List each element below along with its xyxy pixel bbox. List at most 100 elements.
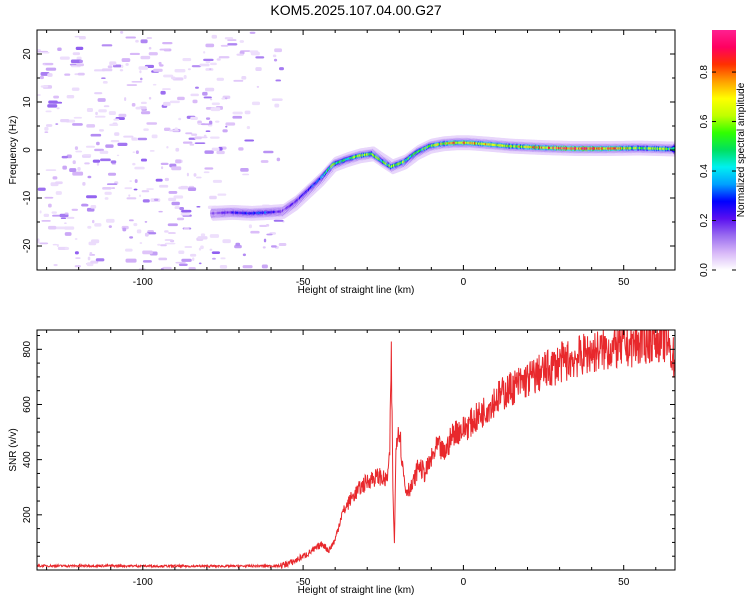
heatmap-cell — [259, 224, 268, 228]
x-tick-label: -100 — [133, 577, 153, 588]
heatmap-cell — [75, 46, 84, 51]
heatmap-cell — [77, 72, 85, 76]
heatmap-cell — [179, 207, 185, 211]
heatmap-cell — [87, 225, 92, 229]
heatmap-cell — [37, 187, 46, 191]
heatmap-cell — [158, 210, 163, 213]
heatmap-cell — [75, 150, 83, 153]
heatmap-cell — [113, 118, 120, 121]
heatmap-cell — [203, 58, 214, 62]
colorbar-tick-label: 0.2 — [699, 213, 710, 227]
heatmap-cell — [87, 256, 91, 261]
heatmap-cell — [144, 232, 149, 237]
heatmap-cell — [232, 111, 243, 115]
heatmap-cell — [178, 117, 182, 121]
heatmap-cell — [274, 48, 282, 53]
heatmap-cell — [140, 101, 147, 105]
heatmap-cell — [224, 97, 228, 100]
x-tick-label: -50 — [296, 277, 311, 288]
heatmap-cell — [191, 133, 198, 136]
heatmap-cell — [47, 73, 53, 77]
heatmap-cell — [41, 219, 51, 222]
heatmap-cell — [109, 61, 117, 66]
heatmap-cell — [220, 257, 226, 260]
heatmap-cell — [125, 36, 136, 39]
heatmap-cell — [110, 160, 117, 164]
heatmap-cell — [55, 181, 63, 185]
heatmap-cell — [171, 76, 176, 80]
heatmap-cell — [212, 257, 216, 260]
heatmap-cell — [86, 124, 96, 128]
heatmap-cell — [164, 230, 169, 233]
heatmap-cell — [205, 43, 215, 48]
heatmap-cell — [126, 197, 137, 200]
heatmap-cell — [142, 250, 153, 255]
x-tick-label: -50 — [296, 577, 311, 588]
heatmap-cell — [92, 159, 101, 163]
heatmap-cell — [180, 185, 189, 190]
heatmap-cell — [129, 236, 134, 239]
colorbar-tick-label: 0.4 — [699, 164, 710, 178]
heatmap-cell — [77, 167, 81, 171]
heatmap-cell — [211, 34, 217, 39]
heatmap-cell — [102, 81, 108, 84]
heatmap-cell — [155, 178, 163, 182]
heatmap-cell — [90, 260, 99, 264]
heatmap-cell — [104, 197, 109, 200]
heatmap-cell — [181, 258, 192, 262]
snr-panel: -100 -50 0 50 200 400 600 800 Height of straig… — [8, 329, 676, 596]
spectrogram-y-ticks: -20 -10 0 10 20 — [22, 29, 675, 271]
heatmap-cell — [72, 123, 83, 126]
heatmap-cell — [216, 150, 225, 155]
heatmap-cell — [107, 65, 113, 69]
heatmap-cell — [133, 223, 138, 227]
heatmap-cell — [94, 148, 104, 152]
heatmap-cell — [183, 75, 187, 79]
heatmap-cell — [105, 144, 114, 148]
heatmap-cell — [117, 142, 128, 147]
heatmap-cell — [209, 195, 217, 200]
heatmap-cell — [256, 85, 260, 88]
heatmap-cell — [90, 205, 97, 209]
heatmap-cell — [175, 159, 182, 164]
heatmap-cell — [72, 52, 81, 56]
heatmap-cell — [159, 48, 170, 51]
heatmap-cell — [193, 173, 197, 177]
heatmap-cell — [95, 258, 105, 262]
heatmap-cell — [178, 263, 188, 266]
heatmap-cell — [139, 242, 143, 244]
heatmap-cell — [274, 103, 280, 108]
heatmap-cell — [124, 187, 133, 190]
heatmap-cell — [96, 162, 100, 166]
x-tick-label: 50 — [618, 277, 630, 288]
heatmap-cell — [209, 68, 212, 71]
heatmap-cell — [64, 222, 67, 224]
heatmap-cell — [194, 136, 202, 140]
heatmap-cell — [132, 151, 136, 154]
heatmap-cell — [89, 252, 93, 255]
heatmap-cell — [39, 210, 42, 214]
heatmap-cell — [210, 62, 217, 66]
heatmap-cell — [218, 56, 230, 59]
heatmap-cell — [78, 35, 86, 40]
heatmap-cell — [84, 162, 90, 165]
heatmap-cell — [111, 163, 116, 165]
heatmap-cell — [195, 86, 199, 89]
heatmap-cell — [108, 225, 112, 228]
heatmap-cell — [249, 31, 256, 34]
heatmap-cell — [83, 154, 92, 157]
heatmap-cell — [95, 111, 98, 116]
y-tick-label: -20 — [22, 238, 33, 253]
heatmap-cell — [250, 230, 260, 234]
heatmap-cell — [70, 59, 82, 64]
heatmap-cell — [66, 216, 75, 219]
heatmap-cell — [153, 68, 163, 72]
heatmap-cell — [42, 51, 50, 54]
heatmap-cell — [144, 221, 148, 223]
heatmap-cell — [47, 104, 58, 108]
heatmap-cell — [57, 47, 62, 51]
heatmap-cell — [122, 227, 127, 232]
heatmap-cell — [37, 94, 41, 96]
heatmap-cell — [143, 128, 149, 131]
